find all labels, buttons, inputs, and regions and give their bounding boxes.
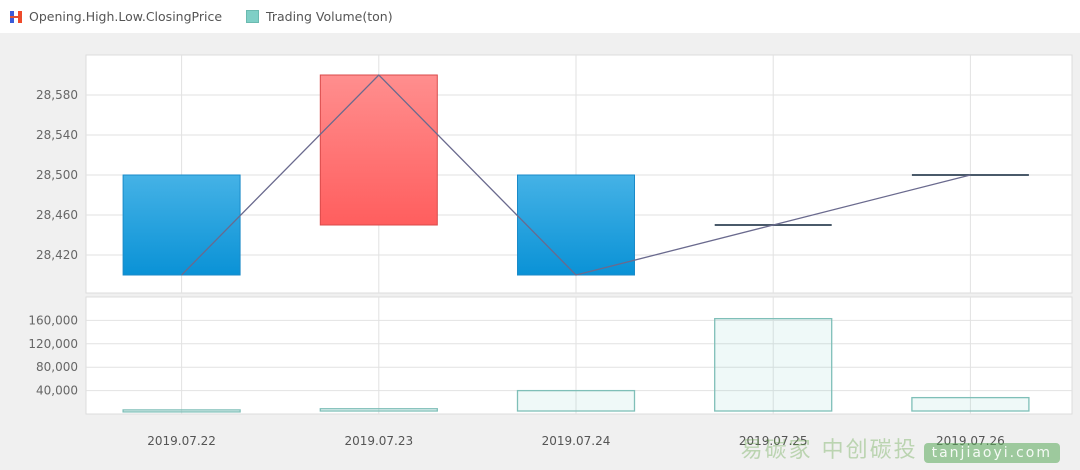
legend-item-price[interactable]: Opening.High.Low.ClosingPrice: [10, 9, 222, 24]
volume-bar: [122, 409, 241, 413]
price-tick-label: 28,500: [36, 168, 78, 182]
legend-label: Opening.High.Low.ClosingPrice: [29, 9, 223, 24]
candle-down: [517, 174, 635, 276]
volume-tick-label: 160,000: [28, 313, 78, 327]
legend-label: Trading Volume(ton): [266, 9, 393, 24]
volume-bar: [319, 408, 438, 412]
close-price-line: [181, 74, 971, 276]
price-tick-label: 28,420: [36, 248, 78, 262]
candle-down: [122, 174, 241, 276]
x-tick-label: 2019.07.23: [344, 434, 413, 448]
price-tick-label: 28,580: [36, 88, 78, 102]
volume-tick-label: 40,000: [36, 384, 78, 398]
volume-bar: [714, 317, 833, 412]
volume-panel: [85, 296, 1073, 415]
volume-bar: [516, 389, 636, 412]
x-tick-label: 2019.07.22: [147, 434, 216, 448]
chart-legend: Opening.High.Low.ClosingPrice Trading Vo…: [0, 0, 1080, 33]
price-tick-label: 28,460: [36, 208, 78, 222]
volume-tick-label: 120,000: [28, 337, 78, 351]
volume-tick-label: 80,000: [36, 360, 78, 374]
volume-bar-icon: [246, 10, 260, 23]
candle-up: [319, 74, 438, 226]
x-tick-label: 2019.07.26: [936, 434, 1005, 448]
candlestick-icon: [10, 10, 22, 23]
x-tick-label: 2019.07.25: [739, 434, 808, 448]
x-tick-label: 2019.07.24: [542, 434, 611, 448]
price-tick-label: 28,540: [36, 128, 78, 142]
volume-bar: [911, 396, 1030, 412]
legend-item-volume[interactable]: Trading Volume(ton): [246, 9, 393, 24]
